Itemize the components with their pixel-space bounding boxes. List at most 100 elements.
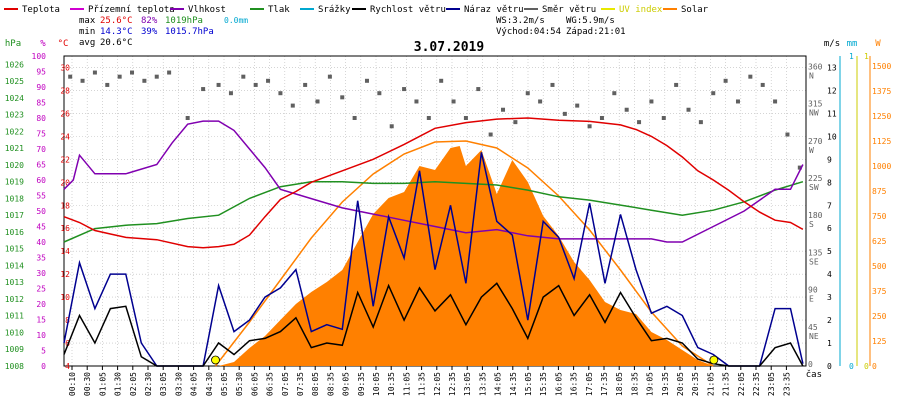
direction-point bbox=[513, 120, 518, 125]
direction-axis-cardinal: W bbox=[809, 146, 814, 155]
direction-point bbox=[68, 74, 73, 79]
stats-max-temp: 25.6°C bbox=[100, 16, 133, 26]
solar-axis-tick-label: 1250 bbox=[872, 112, 891, 121]
direction-point bbox=[463, 116, 468, 120]
pressure-axis-tick-label: 1008 bbox=[5, 362, 24, 371]
direction-point bbox=[130, 70, 135, 75]
humidity-axis-unit: % bbox=[40, 39, 46, 49]
solar-axis-tick-label: 625 bbox=[872, 237, 887, 246]
pressure-axis-tick-label: 1009 bbox=[5, 345, 24, 354]
direction-point bbox=[538, 99, 543, 104]
solar-theoretical-line bbox=[214, 140, 714, 367]
rain-axis-tick-label: 0 bbox=[849, 362, 854, 371]
x-tick-label: 03:05 bbox=[159, 372, 168, 396]
sunset-marker bbox=[709, 355, 719, 365]
solar-axis-tick-label: 375 bbox=[872, 287, 887, 296]
direction-point bbox=[154, 74, 159, 79]
uv-axis-tick-label: 1 bbox=[864, 52, 869, 61]
humidity-axis-tick-label: 100 bbox=[32, 52, 47, 61]
temperature-axis-tick-label: 12 bbox=[60, 270, 70, 279]
direction-axis-tick-label: 0 bbox=[808, 360, 813, 369]
direction-point bbox=[340, 95, 345, 100]
x-tick-label: 23:05 bbox=[767, 372, 776, 396]
x-tick-label: 11:35 bbox=[418, 372, 427, 396]
x-tick-label: 15:35 bbox=[539, 372, 548, 396]
x-tick-label: 11:05 bbox=[402, 372, 411, 396]
stats-precip: 0.0mm bbox=[224, 16, 248, 25]
wind-axis-tick-label: 0 bbox=[827, 362, 832, 371]
direction-point bbox=[674, 82, 679, 87]
direction-axis-tick-label: 315 bbox=[808, 100, 823, 109]
wind-axis-tick-label: 2 bbox=[827, 316, 832, 325]
stats-min-pres: 1015.7hPa bbox=[165, 27, 214, 37]
stats-max-hum: 82% bbox=[141, 16, 158, 26]
x-tick-label: 16:35 bbox=[570, 372, 579, 396]
wind-axis-tick-label: 12 bbox=[827, 86, 837, 95]
direction-point bbox=[661, 116, 666, 120]
humidity-axis-tick-label: 85 bbox=[36, 99, 46, 108]
direction-point bbox=[599, 116, 604, 120]
direction-point bbox=[686, 107, 691, 112]
x-tick-label: 02:30 bbox=[144, 372, 153, 396]
temperature-axis-tick-label: 14 bbox=[60, 247, 70, 256]
legend-label-0: Teplota bbox=[22, 5, 60, 15]
stats-min-temp: 14.3°C bbox=[100, 27, 133, 37]
legend: Teplota Přízemní teplota Vlhkost Tlak Srážky… bbox=[4, 5, 709, 15]
x-tick-label: 13:35 bbox=[478, 372, 487, 396]
direction-point bbox=[105, 82, 110, 87]
x-tick-label: 15:05 bbox=[524, 372, 533, 396]
direction-axis-cardinal: NW bbox=[809, 109, 819, 118]
stats-max-pres: 1019hPa bbox=[165, 16, 203, 26]
solar-axis-tick-label: 1000 bbox=[872, 162, 891, 171]
temperature-axis-tick-label: 22 bbox=[60, 155, 70, 164]
wind-axis-tick-label: 1 bbox=[827, 339, 832, 348]
direction-point bbox=[451, 99, 456, 104]
x-tick-label: 10:05 bbox=[372, 372, 381, 396]
pressure-axis-tick-label: 1010 bbox=[5, 328, 24, 337]
direction-point bbox=[253, 82, 258, 87]
pressure-axis-tick-label: 1023 bbox=[5, 111, 24, 120]
solar-axis-tick-label: 1500 bbox=[872, 62, 891, 71]
solar-axis-tick-label: 1125 bbox=[872, 137, 891, 146]
direction-point bbox=[587, 124, 592, 129]
direction-point bbox=[501, 107, 506, 112]
legend-label-6: Náraz větru bbox=[464, 5, 524, 15]
x-tick-label: 06:35 bbox=[266, 372, 275, 396]
humidity-axis-tick-label: 35 bbox=[36, 254, 46, 263]
temperature-axis-tick-label: 20 bbox=[60, 178, 70, 187]
x-tick-label: 05:30 bbox=[235, 372, 244, 396]
sunrise-marker bbox=[211, 355, 220, 365]
x-tick-label: 22:05 bbox=[737, 372, 746, 396]
pressure-axis-tick-label: 1016 bbox=[5, 228, 24, 237]
x-tick-label: 00:30 bbox=[83, 372, 92, 396]
legend-label-8: UV index bbox=[619, 5, 663, 15]
direction-point bbox=[439, 78, 444, 83]
pressure-line bbox=[63, 180, 804, 243]
wind-sun-info: WS:3.2m/s WG:5.9m/s Východ:04:54 Západ:2… bbox=[496, 16, 626, 37]
direction-point bbox=[476, 87, 481, 92]
direction-point bbox=[426, 116, 431, 120]
plot-area bbox=[63, 70, 804, 367]
x-tick-label: 07:05 bbox=[281, 372, 290, 396]
direction-point bbox=[612, 91, 617, 96]
temperature-axis-tick-label: 4 bbox=[65, 362, 70, 371]
temperature-line bbox=[63, 117, 804, 249]
direction-point bbox=[377, 91, 382, 96]
direction-point bbox=[773, 99, 778, 104]
direction-point bbox=[315, 99, 320, 104]
rain-axis-unit: mm bbox=[847, 39, 858, 49]
x-tick-label: 21:05 bbox=[706, 372, 715, 396]
temperature-axis-tick-label: 16 bbox=[60, 224, 70, 233]
stats-min-label: min bbox=[79, 27, 95, 37]
solar-axis-tick-label: 500 bbox=[872, 262, 887, 271]
x-tick-label: 13:05 bbox=[463, 372, 472, 396]
humidity-axis-tick-label: 90 bbox=[36, 83, 46, 92]
humidity-axis-tick-label: 55 bbox=[36, 192, 46, 201]
pressure-axis-tick-label: 1014 bbox=[5, 261, 24, 270]
direction-axis-tick-label: 135 bbox=[808, 248, 823, 257]
pressure-axis-tick-label: 1013 bbox=[5, 278, 24, 287]
pressure-axis-tick-label: 1011 bbox=[5, 312, 24, 321]
x-tick-label: 10:35 bbox=[387, 372, 396, 396]
pressure-axis-tick-label: 1015 bbox=[5, 245, 24, 254]
wind-axis-tick-label: 7 bbox=[827, 201, 832, 210]
